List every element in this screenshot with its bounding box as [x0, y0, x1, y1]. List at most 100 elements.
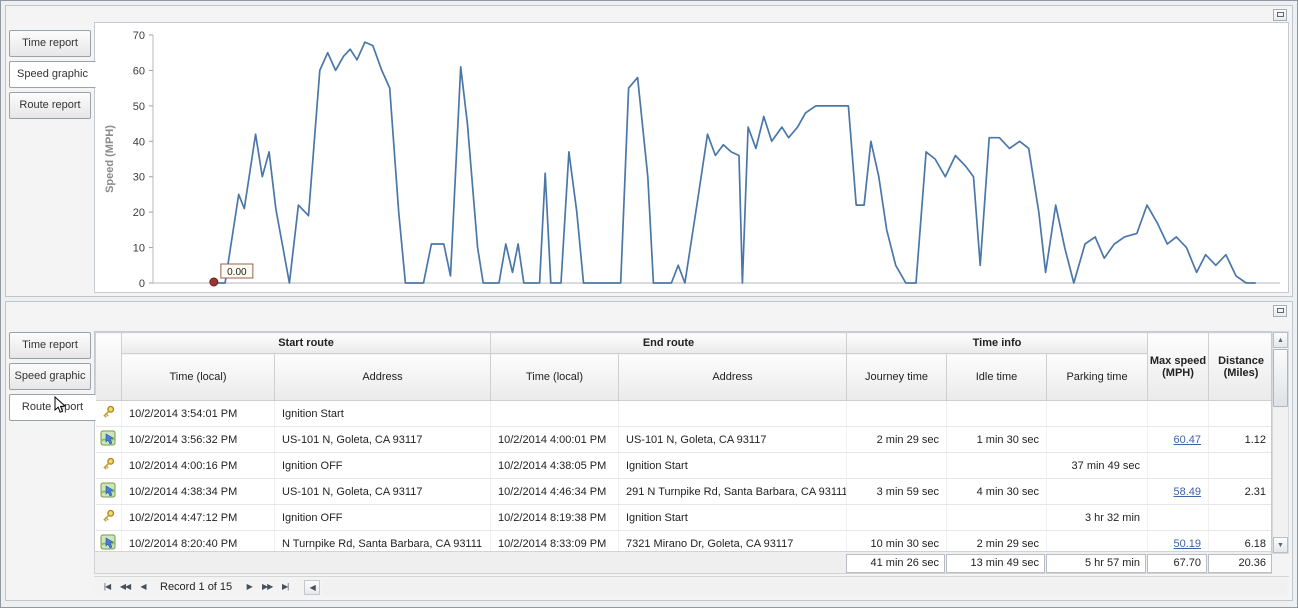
svg-text:0: 0 — [139, 278, 145, 290]
cell: 2 min 29 sec — [946, 530, 1047, 553]
cell: 10 min 30 sec — [846, 530, 947, 553]
table-row[interactable]: 10/2/2014 3:54:01 PM Ignition Start — [95, 400, 1271, 427]
tab-route-report[interactable]: Route report — [9, 394, 96, 421]
column-header-start-time[interactable]: Time (local) — [121, 353, 275, 401]
record-navigator: |◀ ◀◀ ◀ Record 1 of 15 ▶ ▶▶ ▶| ◀ — [94, 576, 1289, 597]
nav-next-page-button[interactable]: ▶▶ — [262, 581, 273, 591]
cell — [1208, 452, 1271, 479]
collapse-panel-icon[interactable] — [1273, 9, 1287, 21]
column-header-start-address[interactable]: Address — [274, 353, 491, 401]
summary-journey-time: 41 min 26 sec — [846, 554, 945, 573]
max-speed-link[interactable]: 60.47 — [1173, 433, 1202, 446]
group-header-time-info[interactable]: Time info — [845, 332, 1149, 354]
group-header-start-route[interactable]: Start route — [121, 332, 491, 354]
table-row[interactable]: 10/2/2014 8:20:40 PM N Turnpike Rd, Santa… — [95, 530, 1271, 553]
column-header-end-time[interactable]: Time (local) — [490, 353, 619, 401]
cell: 10/2/2014 4:38:34 PM — [121, 478, 275, 505]
cell — [946, 400, 1047, 427]
cell: US-101 N, Goleta, CA 93117 — [274, 426, 491, 453]
row-type-icon-cell — [95, 426, 122, 453]
summary-parking-time: 5 hr 57 min — [1046, 554, 1146, 573]
table-row[interactable]: 10/2/2014 3:56:32 PM US-101 N, Goleta, CA… — [95, 426, 1271, 453]
cell — [1208, 504, 1271, 531]
cell: 2.31 — [1208, 478, 1271, 505]
row-type-icon-cell — [95, 400, 122, 427]
nav-prev-button[interactable]: ◀ — [140, 581, 146, 591]
svg-text:Speed (MPH): Speed (MPH) — [104, 125, 116, 193]
row-type-icon-cell — [95, 452, 122, 479]
cell: 10/2/2014 3:54:01 PM — [121, 400, 275, 427]
route-icon — [100, 482, 116, 498]
column-header-journey-time[interactable]: Journey time — [846, 353, 947, 401]
column-header-max-speed[interactable]: Max speed (MPH) — [1147, 332, 1210, 401]
cell — [846, 504, 947, 531]
svg-text:10: 10 — [133, 243, 145, 255]
cell: 10/2/2014 4:46:34 PM — [490, 478, 619, 505]
cell: 7321 Mirano Dr, Goleta, CA 93117 — [618, 530, 847, 553]
key-icon — [103, 405, 115, 418]
cell: 10/2/2014 8:19:38 PM — [490, 504, 619, 531]
vertical-scrollbar[interactable]: ▲ ▼ — [1272, 331, 1289, 554]
hscroll-left-icon[interactable]: ◀ — [304, 579, 321, 595]
route-report-panel: Time report Speed graphic Route report S… — [5, 301, 1293, 601]
cell: 1.12 — [1208, 426, 1271, 453]
cell — [846, 400, 947, 427]
cell: Ignition OFF — [274, 452, 491, 479]
svg-text:40: 40 — [133, 136, 145, 148]
column-header-distance[interactable]: Distance (Miles) — [1208, 332, 1271, 401]
scroll-down-icon[interactable]: ▼ — [1273, 537, 1288, 553]
tab-speed-graphic[interactable]: Speed graphic — [9, 363, 91, 390]
record-indicator: Record 1 of 15 — [160, 581, 233, 593]
cell — [490, 400, 619, 427]
cell: US-101 N, Goleta, CA 93117 — [618, 426, 847, 453]
scrollbar-thumb[interactable] — [1273, 349, 1288, 407]
cell — [946, 452, 1047, 479]
tab-speed-graphic[interactable]: Speed graphic — [9, 61, 96, 88]
route-icon — [100, 534, 116, 550]
column-header-end-address[interactable]: Address — [618, 353, 847, 401]
cell: 10/2/2014 4:47:12 PM — [121, 504, 275, 531]
table-row[interactable]: 10/2/2014 4:38:34 PM US-101 N, Goleta, CA… — [95, 478, 1271, 505]
summary-idle-time: 13 min 49 sec — [946, 554, 1045, 573]
group-header-end-route[interactable]: End route — [490, 332, 847, 354]
nav-prev-page-button[interactable]: ◀◀ — [119, 581, 131, 591]
cell: Ignition OFF — [274, 504, 491, 531]
cell — [1046, 426, 1149, 453]
svg-text:0.00: 0.00 — [227, 267, 247, 278]
summary-row: 41 min 26 sec 13 min 49 sec 5 hr 57 min … — [94, 551, 1272, 574]
tab-time-report[interactable]: Time report — [9, 332, 91, 359]
tab-time-report[interactable]: Time report — [9, 30, 91, 57]
cell: 10/2/2014 4:38:05 PM — [490, 452, 619, 479]
cell — [1208, 400, 1271, 427]
scroll-up-icon[interactable]: ▲ — [1273, 332, 1288, 348]
max-speed-link[interactable]: 58.49 — [1173, 485, 1202, 498]
column-header-parking-time[interactable]: Parking time — [1045, 353, 1149, 401]
table-row[interactable]: 10/2/2014 4:47:12 PM Ignition OFF 10/2/201… — [95, 504, 1271, 531]
column-header-idle-time[interactable]: Idle time — [946, 353, 1047, 401]
cell: 10/2/2014 4:00:01 PM — [490, 426, 619, 453]
horizontal-scrollbar-track[interactable] — [323, 579, 1287, 595]
cell: N Turnpike Rd, Santa Barbara, CA 93111 — [274, 530, 491, 553]
summary-distance: 20.36 — [1208, 554, 1272, 573]
cell: 3 hr 32 min — [1046, 504, 1149, 531]
collapse-panel-icon[interactable] — [1273, 305, 1287, 317]
icon-column-header — [95, 332, 122, 401]
mouse-cursor-icon — [54, 396, 67, 413]
svg-text:50: 50 — [133, 101, 145, 113]
nav-first-button[interactable]: |◀ — [103, 581, 111, 591]
speed-chart-container: 0 10 20 30 40 50 60 70 Speed (MPH) 0.00 — [94, 22, 1289, 293]
cell: 10/2/2014 8:33:09 PM — [490, 530, 619, 553]
cell: 291 N Turnpike Rd, Santa Barbara, CA 931… — [618, 478, 847, 505]
cell: 1 min 30 sec — [946, 426, 1047, 453]
row-type-icon-cell — [95, 478, 122, 505]
max-speed-link[interactable]: 50.19 — [1173, 537, 1202, 550]
nav-next-button[interactable]: ▶ — [246, 581, 253, 591]
table-row[interactable]: 10/2/2014 4:00:16 PM Ignition OFF 10/2/201… — [95, 452, 1271, 479]
tab-route-report[interactable]: Route report — [9, 92, 91, 119]
svg-text:30: 30 — [133, 172, 145, 184]
svg-text:70: 70 — [133, 30, 145, 42]
chart-marker — [209, 277, 219, 287]
cell: 10/2/2014 3:56:32 PM — [121, 426, 275, 453]
nav-last-button[interactable]: ▶| — [282, 581, 289, 591]
cell: 58.49 — [1147, 478, 1210, 505]
